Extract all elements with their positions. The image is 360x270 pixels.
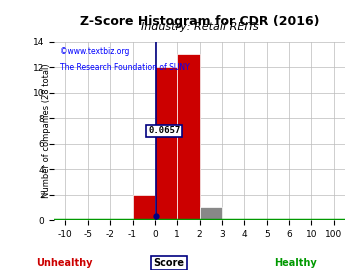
Text: Unhealthy: Unhealthy — [36, 258, 93, 268]
Text: ©www.textbiz.org: ©www.textbiz.org — [60, 47, 129, 56]
Text: The Research Foundation of SUNY: The Research Foundation of SUNY — [60, 63, 190, 72]
Y-axis label: Number of companies (28 total): Number of companies (28 total) — [42, 63, 51, 198]
Text: Industry: Retail REITs: Industry: Retail REITs — [141, 22, 258, 32]
Title: Z-Score Histogram for CDR (2016): Z-Score Histogram for CDR (2016) — [80, 15, 319, 28]
Bar — [155, 67, 177, 220]
Bar — [132, 195, 155, 220]
Text: Healthy: Healthy — [274, 258, 317, 268]
Bar — [177, 55, 199, 220]
Text: Score: Score — [154, 258, 185, 268]
Text: 0.0657: 0.0657 — [148, 126, 180, 135]
Bar — [199, 207, 222, 220]
